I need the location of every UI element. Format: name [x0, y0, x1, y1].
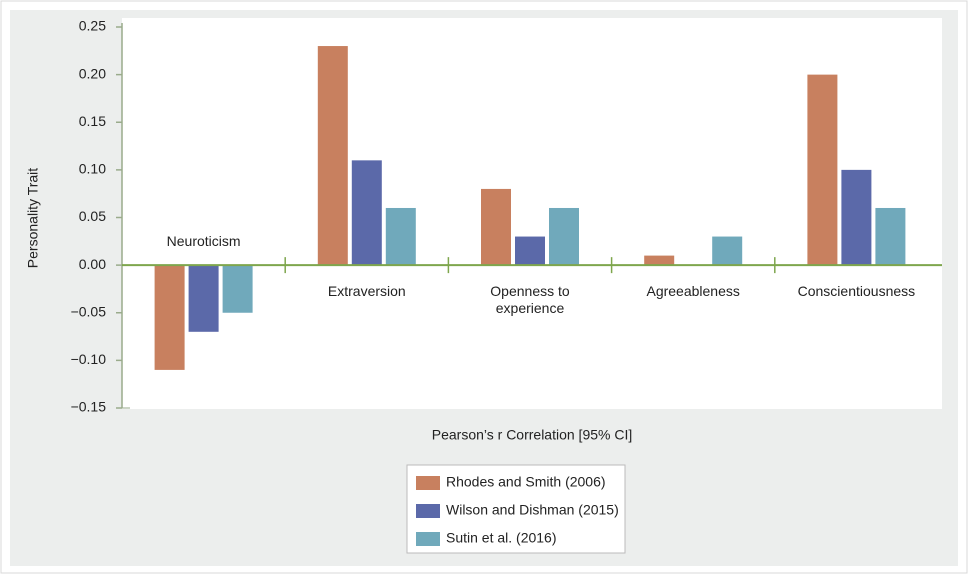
bar — [515, 236, 545, 266]
y-tick-label: −0.05 — [71, 303, 107, 319]
bar — [188, 265, 219, 332]
x-axis-label: Pearson’s r Correlation [95% CI] — [432, 427, 633, 443]
legend-swatch — [416, 532, 440, 546]
bar — [712, 236, 743, 266]
legend-label: Sutin et al. (2016) — [446, 530, 557, 546]
y-axis-label: Personality Trait — [25, 168, 41, 268]
y-tick-label: 0.10 — [79, 161, 106, 177]
y-tick-label: 0.15 — [79, 113, 106, 129]
plot-area — [122, 18, 942, 409]
x-tick-label: Agreeableness — [646, 283, 740, 300]
legend-label: Wilson and Dishman (2015) — [446, 502, 619, 518]
y-tick-label: −0.15 — [71, 399, 107, 415]
legend — [406, 464, 626, 554]
bar — [549, 207, 579, 266]
bar — [841, 169, 872, 266]
x-tick-label: Neuroticism — [166, 233, 241, 250]
bar — [222, 265, 253, 313]
bar — [875, 207, 906, 266]
bar — [351, 160, 382, 266]
x-tick-label: Openness to experience — [490, 283, 570, 317]
bar — [644, 255, 675, 266]
legend-swatch — [416, 504, 440, 518]
x-tick-label: Conscientiousness — [797, 283, 916, 300]
y-tick-label: 0.20 — [79, 65, 106, 81]
bar — [385, 207, 416, 266]
bar — [481, 188, 511, 266]
legend-swatch — [416, 476, 440, 490]
bar — [807, 74, 838, 266]
bar — [154, 265, 185, 370]
y-tick-label: 0.00 — [79, 256, 106, 272]
legend-label: Rhodes and Smith (2006) — [446, 474, 606, 490]
y-tick-label: 0.05 — [79, 208, 106, 224]
bar — [317, 46, 348, 266]
x-tick-label: Extraversion — [327, 283, 406, 300]
y-tick-label: 0.25 — [79, 18, 106, 34]
y-tick-label: −0.10 — [71, 351, 107, 367]
